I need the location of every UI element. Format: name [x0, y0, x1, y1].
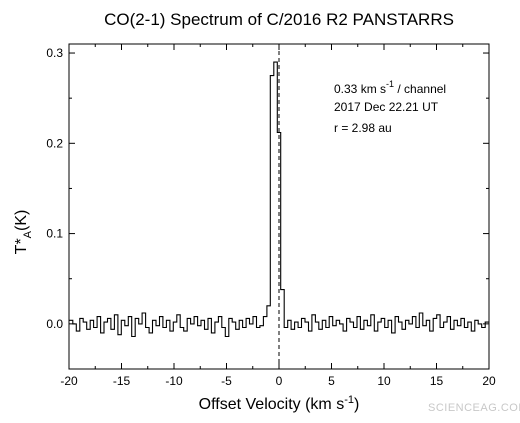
annotation-distance: r = 2.98 au — [334, 121, 392, 135]
x-tick-label: -5 — [221, 374, 232, 388]
y-tick-label: 0.3 — [46, 46, 63, 60]
x-tick-label: -20 — [60, 374, 78, 388]
x-tick-label: 10 — [377, 374, 391, 388]
x-axis-label: Offset Velocity (km s-1) — [199, 394, 360, 413]
x-tick-label: 0 — [276, 374, 283, 388]
y-axis-ticks: 0.0 0.1 0.2 0.3 — [46, 46, 489, 370]
x-tick-label: 15 — [430, 374, 444, 388]
y-axis-label: T*A(K) — [13, 210, 34, 255]
x-axis-label-main: Offset Velocity (km s — [199, 396, 345, 413]
x-tick-label: -10 — [165, 374, 183, 388]
annotation-channel-width-post: / channel — [394, 82, 446, 96]
y-tick-label: 0.2 — [46, 136, 63, 150]
spectrum-step-line — [69, 61, 489, 338]
watermark: SCIENCEAG.COM — [428, 402, 520, 414]
annotation-date: 2017 Dec 22.21 UT — [334, 100, 439, 114]
x-axis-label-sup: -1 — [344, 394, 354, 406]
x-tick-label: 20 — [482, 374, 496, 388]
y-axis-label-tail: (K) — [13, 210, 30, 231]
x-axis-label-tail: ) — [354, 396, 359, 413]
y-axis-label-sub: A — [22, 230, 34, 238]
x-tick-label: 5 — [328, 374, 335, 388]
y-axis-label-main: T* — [13, 238, 30, 254]
chart-title: CO(2-1) Spectrum of C/2016 R2 PANSTARRS — [104, 10, 454, 29]
annotation-block: 0.33 km s-1 / channel 2017 Dec 22.21 UT … — [334, 79, 446, 135]
y-tick-label: 0.1 — [46, 227, 63, 241]
x-tick-label: -15 — [113, 374, 131, 388]
annotation-channel-width-pre: 0.33 km s — [334, 82, 386, 96]
annotation-channel-width: 0.33 km s-1 / channel — [334, 79, 446, 96]
annotation-channel-width-sup: -1 — [386, 79, 394, 89]
y-tick-label: 0.0 — [46, 317, 63, 331]
